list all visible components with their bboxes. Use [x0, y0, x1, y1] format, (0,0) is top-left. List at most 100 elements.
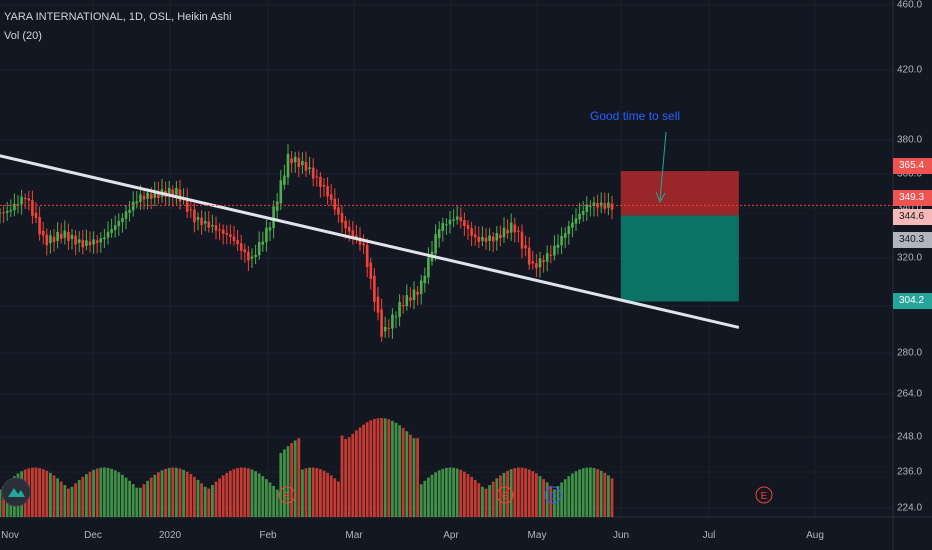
volume-bar	[473, 479, 477, 517]
volume-bar	[340, 435, 344, 517]
price-badge-neutral: 340.3	[893, 232, 932, 248]
volume-bar	[247, 468, 250, 517]
candle-body	[293, 156, 297, 163]
candle-body	[391, 314, 394, 329]
volume-bar	[607, 475, 610, 517]
volume-bar	[387, 419, 391, 517]
candle-body	[146, 192, 149, 199]
volume-bar	[376, 418, 380, 517]
candle-body	[20, 196, 23, 205]
volume-bar	[38, 468, 41, 517]
volume-bar	[520, 467, 524, 517]
candle-body	[106, 231, 110, 238]
chart-legend: YARA INTERNATIONAL, 1D, OSL, Heikin Ashi…	[4, 8, 232, 46]
volume-bar	[409, 434, 412, 517]
volume-bar	[128, 480, 131, 517]
candle-body	[308, 167, 311, 170]
candle-body	[419, 280, 423, 295]
candle-body	[445, 224, 448, 226]
volume-bar	[391, 420, 394, 517]
event-marker-circle	[544, 486, 562, 504]
candle-body	[603, 203, 607, 209]
volume-bar	[74, 483, 77, 517]
candle-body	[272, 206, 275, 228]
candle-body	[52, 236, 56, 243]
volume-bar	[77, 479, 81, 517]
volume-bar	[542, 479, 545, 517]
time-tick-label: Feb	[259, 530, 277, 541]
candle-body	[502, 227, 506, 238]
candle-body	[423, 275, 427, 284]
volume-bar	[527, 469, 531, 517]
volume-bar	[394, 422, 398, 517]
candle-body	[567, 226, 571, 235]
time-tick-label: Aug	[806, 530, 824, 541]
candle-body	[2, 212, 5, 214]
candle-body	[67, 231, 70, 241]
volume-bar	[283, 449, 286, 517]
volume-bar	[113, 470, 117, 517]
volume-bar	[398, 425, 401, 517]
candle-body	[571, 222, 574, 228]
volume-bar	[250, 469, 254, 517]
volume-bar	[293, 440, 297, 517]
price-tick-label: 340.0	[897, 202, 923, 214]
volume-bar	[31, 467, 34, 517]
candle-body	[466, 224, 470, 230]
price-axis[interactable]: 460.0420.0380.0360.0340.0320.0300.0280.0…	[893, 0, 932, 550]
volume-bar	[319, 469, 322, 517]
volume-bar	[196, 479, 200, 517]
candle-body	[214, 225, 218, 231]
price-tick-label: 380.0	[897, 134, 923, 146]
candle-body	[448, 219, 452, 225]
volume-bar	[571, 473, 574, 517]
volume-bar	[401, 428, 405, 517]
volume-bar	[257, 473, 261, 517]
volume-bar	[304, 468, 308, 517]
event-marker: E	[278, 486, 296, 504]
time-tick-label: Jun	[612, 530, 630, 541]
volume-bar	[189, 474, 193, 517]
volume-bar	[538, 476, 542, 517]
candle-body	[279, 180, 283, 204]
volume-bar	[49, 472, 52, 517]
volume-bar	[445, 467, 448, 517]
volume-bar	[589, 467, 592, 517]
volume-bar	[175, 467, 178, 517]
volume-bar	[599, 470, 603, 517]
volume-bar	[347, 437, 351, 517]
candle-body	[599, 202, 603, 207]
volume-bar	[214, 481, 218, 517]
candle-body	[38, 216, 41, 235]
volume-bar	[232, 469, 236, 517]
candle-body	[531, 261, 535, 264]
candle-body	[286, 153, 290, 178]
candle-body	[560, 235, 563, 246]
candle-body	[70, 234, 74, 240]
candle-body	[416, 291, 419, 295]
price-tick-label: 224.0	[897, 502, 923, 514]
volume-bar	[499, 475, 502, 517]
volume-bar	[131, 484, 135, 517]
volume-bar	[153, 474, 157, 517]
candle-body	[517, 230, 520, 232]
candle-body	[85, 240, 88, 246]
volume-bar	[45, 470, 49, 517]
candle-body	[211, 224, 214, 227]
volume-bar	[578, 469, 581, 517]
volume-bar	[146, 480, 149, 517]
event-marker-circle	[278, 486, 296, 504]
volume-bar	[502, 472, 506, 517]
candle-body	[171, 189, 175, 196]
candle-body	[27, 198, 31, 201]
volume-bar	[95, 468, 99, 517]
volume-bar	[416, 438, 419, 517]
candle-body	[49, 235, 52, 244]
volume-bar	[337, 481, 340, 517]
exchange-logo	[1, 477, 31, 507]
price-tick-label: 360.0	[897, 168, 923, 180]
volume-bar	[581, 468, 585, 517]
candle-body	[239, 243, 243, 251]
volume-bar	[423, 480, 427, 517]
